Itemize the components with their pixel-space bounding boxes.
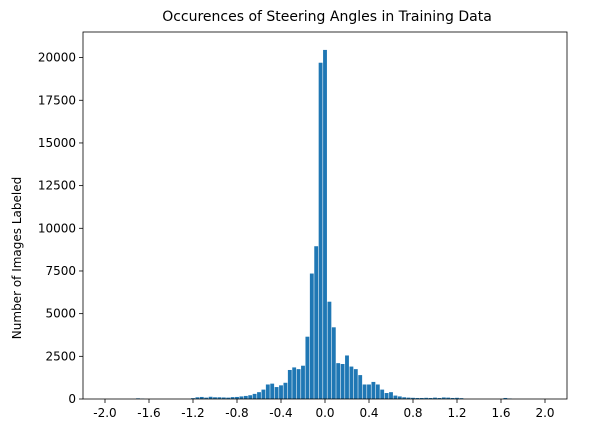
- y-tick-label: 17500: [38, 93, 76, 107]
- bar: [314, 246, 319, 399]
- bar: [230, 397, 235, 399]
- x-tick-label: 0.4: [359, 406, 378, 420]
- x-tick-label: -1.2: [181, 406, 204, 420]
- bar: [274, 387, 279, 399]
- bar: [199, 396, 204, 399]
- y-tick-label: 0: [68, 392, 76, 406]
- x-ticks: -2.0 -1.6 -1.2 -0.8 -0.4 0.0 0.4 0.8 1.2 1.6 2.0: [93, 399, 555, 420]
- bar: [397, 396, 402, 399]
- bar: [191, 398, 195, 399]
- bar: [419, 397, 424, 399]
- bar: [437, 397, 442, 399]
- bar: [450, 397, 455, 399]
- bars-group: [136, 49, 512, 400]
- bar: [380, 389, 385, 399]
- bar: [503, 397, 508, 399]
- x-tick-label: 2.0: [535, 406, 554, 420]
- y-axis-label: Number of Images Labeled: [10, 177, 24, 339]
- bar: [226, 397, 231, 399]
- x-tick-label: -2.0: [93, 406, 116, 420]
- bar: [411, 397, 415, 399]
- bar: [301, 365, 305, 399]
- bar: [340, 364, 345, 399]
- bar: [345, 355, 349, 399]
- chart-title: Occurences of Steering Angles in Trainin…: [162, 9, 492, 25]
- y-tick-label: 15000: [38, 136, 76, 150]
- bar: [358, 375, 363, 399]
- x-tick-label: -0.8: [225, 406, 248, 420]
- bar: [217, 397, 222, 399]
- bar: [393, 395, 398, 399]
- y-ticks: 0 2500 5000 7500 10000 12500 15000 17500 20000: [38, 51, 83, 406]
- y-tick-label: 5000: [45, 307, 76, 321]
- bar: [362, 384, 367, 399]
- bar: [336, 363, 341, 399]
- y-tick-label: 12500: [38, 179, 76, 193]
- bar: [270, 383, 275, 399]
- x-tick-label: 1.6: [491, 406, 510, 420]
- bar: [455, 397, 459, 399]
- bar: [318, 62, 323, 399]
- bar: [349, 366, 354, 399]
- bar: [287, 369, 292, 399]
- bar: [292, 367, 297, 399]
- bar: [446, 397, 451, 399]
- bar: [428, 397, 433, 399]
- bar: [204, 397, 209, 399]
- bar: [265, 384, 270, 399]
- bar: [261, 389, 266, 399]
- x-tick-label: 1.2: [447, 406, 466, 420]
- bar: [371, 381, 376, 399]
- bar: [248, 395, 253, 399]
- bar: [433, 397, 437, 399]
- x-tick-label: -1.6: [137, 406, 160, 420]
- bar: [353, 369, 358, 399]
- bar: [415, 397, 420, 399]
- bar: [235, 396, 239, 399]
- bar: [406, 397, 411, 399]
- bar: [279, 385, 283, 399]
- bar: [252, 393, 257, 399]
- bar: [239, 396, 244, 399]
- bar: [296, 369, 301, 399]
- bar: [257, 392, 261, 399]
- bar: [208, 396, 213, 399]
- bar: [375, 384, 380, 399]
- bar: [283, 382, 288, 399]
- bar: [327, 301, 332, 399]
- bar: [323, 49, 327, 400]
- bar: [441, 397, 446, 399]
- y-tick-label: 2500: [45, 349, 76, 363]
- bar: [309, 273, 314, 399]
- bar: [213, 397, 217, 399]
- bar: [389, 392, 393, 399]
- bar: [221, 397, 226, 399]
- plot-frame: [82, 31, 568, 400]
- bar: [243, 395, 248, 399]
- bar: [459, 398, 464, 399]
- y-tick-label: 7500: [45, 264, 76, 278]
- bar: [424, 397, 429, 399]
- bar: [195, 397, 200, 399]
- bar: [384, 393, 389, 399]
- y-tick-label: 10000: [38, 221, 76, 235]
- x-tick-label: 0.0: [315, 406, 334, 420]
- bar: [305, 336, 310, 399]
- y-tick-label: 20000: [38, 51, 76, 65]
- bar: [367, 384, 371, 399]
- x-tick-label: 0.8: [403, 406, 422, 420]
- bar: [331, 327, 336, 399]
- x-tick-label: -0.4: [269, 406, 292, 420]
- bar: [402, 397, 407, 399]
